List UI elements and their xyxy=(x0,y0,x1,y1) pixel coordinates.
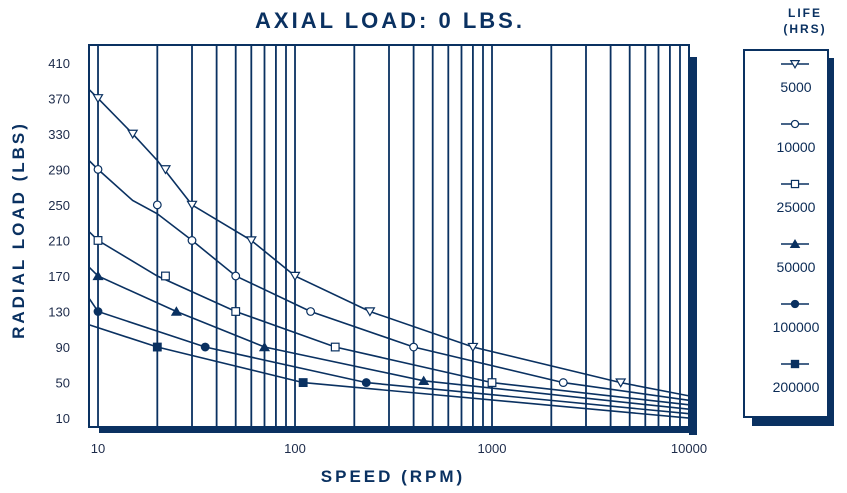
data-point xyxy=(789,60,801,69)
data-point xyxy=(790,359,800,369)
data-point xyxy=(170,306,182,316)
data-point xyxy=(187,236,197,245)
data-point xyxy=(93,307,103,316)
y-tick-label: 210 xyxy=(48,233,70,248)
data-point xyxy=(245,236,257,246)
data-point xyxy=(92,94,104,104)
x-tick-label: 10000 xyxy=(671,441,707,456)
data-point xyxy=(92,270,104,281)
data-point xyxy=(231,307,241,316)
data-point xyxy=(467,342,479,353)
legend-label: 50000 xyxy=(777,259,816,275)
data-point xyxy=(487,378,497,388)
y-tick-label: 250 xyxy=(48,198,70,213)
data-point xyxy=(152,342,162,352)
data-point xyxy=(789,239,801,248)
data-point xyxy=(558,378,568,388)
series-line-10000 xyxy=(88,159,690,402)
legend-label: 5000 xyxy=(780,79,811,95)
legend-title: (HRS) xyxy=(783,22,826,36)
data-point xyxy=(161,271,170,281)
y-tick-label: 50 xyxy=(56,376,70,391)
y-tick-label: 290 xyxy=(48,162,70,177)
data-point xyxy=(790,299,800,309)
data-point xyxy=(200,342,210,352)
series-line-200000 xyxy=(88,324,690,419)
plot-shadow-bottom xyxy=(99,427,697,433)
legend-label: 100000 xyxy=(773,319,820,335)
legend-title: LIFE xyxy=(788,6,822,20)
plot-shadow-right xyxy=(689,57,697,435)
data-point xyxy=(330,342,340,352)
data-point xyxy=(306,307,316,316)
x-tick-label: 100 xyxy=(284,441,306,456)
data-point xyxy=(152,200,162,210)
data-point xyxy=(298,378,308,388)
data-point xyxy=(790,179,800,189)
y-tick-label: 370 xyxy=(48,91,70,106)
data-point xyxy=(361,378,371,388)
chart-title: AXIAL LOAD: 0 LBS. xyxy=(255,8,525,33)
data-point xyxy=(289,271,301,282)
y-tick-label: 170 xyxy=(48,269,70,284)
data-point xyxy=(364,307,376,317)
legend: LIFE (HRS) 5000 10000 25000 50000 100000 200000 xyxy=(743,6,834,426)
data-point xyxy=(231,271,241,281)
legend-label: 10000 xyxy=(777,139,816,155)
data-point xyxy=(615,378,627,388)
y-tick-label: 90 xyxy=(56,340,70,355)
plot-frame xyxy=(88,44,690,428)
x-axis-label: SPEED (RPM) xyxy=(321,467,465,486)
data-point xyxy=(159,165,172,175)
data-point xyxy=(127,129,139,140)
data-point xyxy=(93,164,103,174)
data-point xyxy=(790,119,800,129)
x-tick-label: 1000 xyxy=(478,441,507,456)
data-point xyxy=(186,200,198,211)
data-point xyxy=(409,342,419,352)
data-point xyxy=(418,375,430,386)
y-tick-label: 130 xyxy=(48,305,70,320)
y-tick-label: 10 xyxy=(56,411,70,426)
legend-label: 200000 xyxy=(773,379,820,395)
data-point xyxy=(93,236,103,245)
y-tick-label: 410 xyxy=(48,56,70,71)
x-tick-label: 10 xyxy=(91,441,105,456)
y-tick-label: 330 xyxy=(48,127,70,142)
y-axis-label: RADIAL LOAD (LBS) xyxy=(9,121,28,339)
data-point xyxy=(258,341,271,352)
legend-box xyxy=(743,49,829,418)
legend-label: 25000 xyxy=(777,199,816,215)
